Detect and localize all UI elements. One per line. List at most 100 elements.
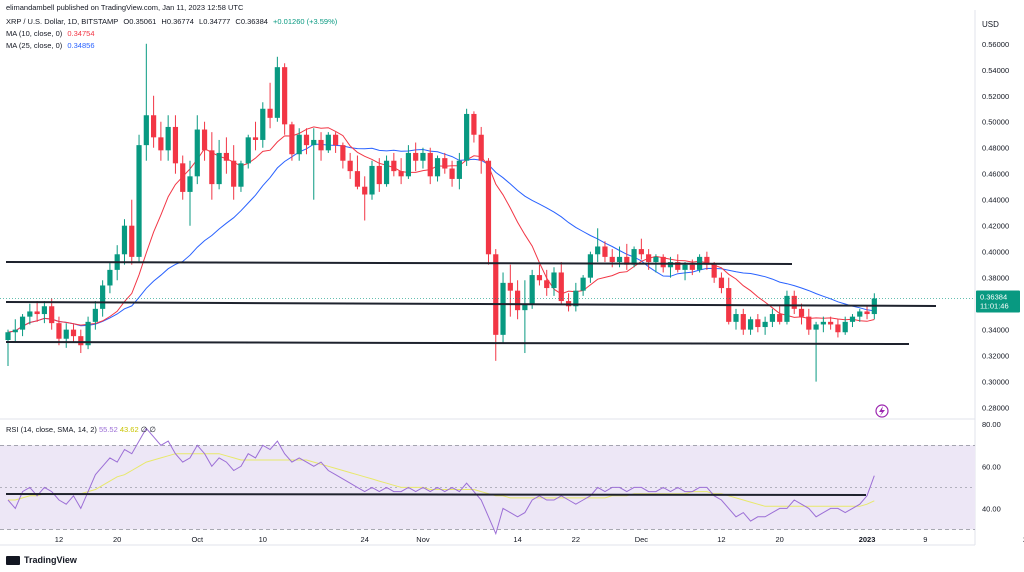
time-tick-label: 24 [361,535,369,544]
candle-down [209,150,215,185]
time-tick-label: Dec [635,535,649,544]
candle-up [121,225,128,255]
candle-down [711,264,717,278]
candle-down [151,115,157,138]
candle-up [849,316,856,322]
candle-down [638,249,644,255]
candle-up [529,275,535,304]
rsi-extra: ∅ ∅ [140,425,156,434]
time-tick-label: 2023 [859,535,876,544]
candle-down [78,336,84,346]
candle-up [311,139,317,146]
candle-down [515,290,521,311]
candle-up [500,282,506,335]
candle-down [413,152,419,161]
time-tick-label: 9 [923,535,927,544]
candle-down [158,137,164,151]
candle-up [107,269,113,286]
price-tick-label: 0.48000 [982,144,1009,153]
candle-up [85,321,91,346]
price-tick-label: 0.30000 [982,378,1009,387]
candle-down [376,165,382,185]
candle-down [442,158,448,169]
ma10-legend: MA (10, close, 0) 0.34754 [6,29,98,38]
candle-up [747,319,754,330]
lightning-icon-bolt [879,406,885,416]
candle-up [813,324,819,330]
candle-up [100,285,106,309]
resistance-line-upper [5,261,793,265]
candle-down [427,152,433,177]
rsi-tick-label: 60.00 [982,462,1001,471]
ohlc-close: C0.36384 [235,17,268,26]
candle-down [282,67,288,125]
candle-down [609,256,615,263]
brand-name: TradingView [24,555,77,565]
rsi-line [7,427,875,536]
candle-up [595,246,601,255]
price-tag-countdown: 11:01:46 [980,301,1009,310]
price-tick-label: 0.50000 [982,118,1009,127]
candle-up [464,113,470,161]
candle-down [507,282,513,291]
ohlc-low: L0.34777 [199,17,231,26]
candle-up [245,137,251,164]
candle-up [551,272,557,289]
candle-up [92,308,98,322]
price-tick-label: 0.46000 [982,170,1009,179]
candle-down [252,137,259,140]
candle-down [689,264,695,270]
candle-up [820,321,826,325]
candle-down [675,262,681,270]
candle-up [12,329,18,333]
candle-up [27,311,33,317]
candle-down [536,275,543,281]
price-tick-label: 0.56000 [982,40,1009,49]
resistance-line-mid [5,301,937,307]
candle-down [362,186,368,195]
candle-up [616,256,623,263]
candle-up [769,314,775,322]
candle-up [420,152,426,161]
time-tick-label: Oct [191,535,204,544]
ma25-legend: MA (25, close, 0) 0.34856 [6,41,98,50]
time-tick-label: 22 [572,535,580,544]
candle-down [493,254,499,335]
tradingview-logo-icon [6,555,20,565]
candle-up [580,277,586,291]
candle-down [70,329,77,337]
rsi-value: 55.52 [98,425,118,434]
time-tick-label: 10 [259,535,267,544]
candle-up [19,316,26,330]
lightning-icon [875,404,889,418]
candle-up [522,303,528,311]
ohlc-high: H0.36774 [161,17,194,26]
candle-up [842,321,848,333]
price-tick-label: 0.28000 [982,404,1009,413]
candle-down [49,306,55,324]
candle-up [573,290,579,307]
price-tick-label: 0.44000 [982,196,1009,205]
candle-down [485,160,492,255]
ma25-line [7,143,875,333]
candle-up [165,126,171,151]
candle-up [296,134,302,155]
publisher-note: elimandambell published on TradingView.c… [6,3,244,12]
time-tick-label: 12 [55,535,63,544]
time-tick-label: 20 [113,535,121,544]
rsi-tick-label: 80.00 [982,420,1001,429]
candle-up [733,314,739,322]
price-tick-label: 0.32000 [982,352,1009,361]
candle-up [456,160,462,179]
candle-up [63,329,69,339]
rsi-support-line [5,493,867,496]
candle-down [172,126,179,164]
price-tick-label: 0.54000 [982,66,1009,75]
candle-down [223,152,229,161]
candle-down [544,280,550,289]
time-tick-label: 14 [513,535,521,544]
rsi-tick-label: 40.00 [982,504,1001,513]
candle-down [660,256,666,268]
tradingview-logo[interactable]: TradingView [6,555,77,565]
